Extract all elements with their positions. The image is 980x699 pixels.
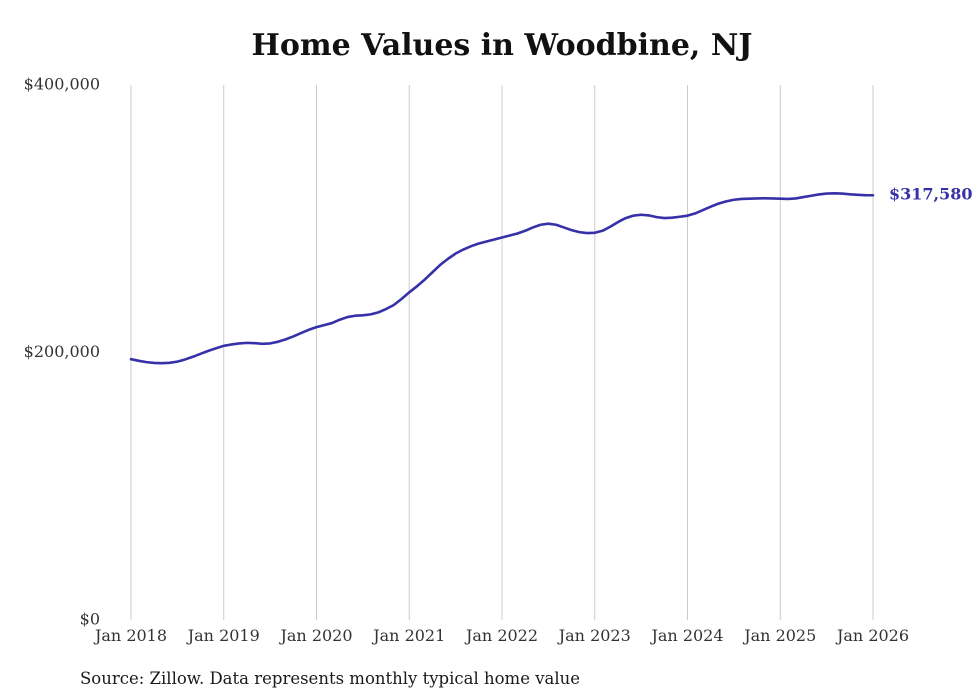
y-axis-labels: $0 $200,000 $400,000 xyxy=(24,75,100,629)
y-axis-tick: $400,000 xyxy=(24,75,100,94)
gridlines xyxy=(130,85,874,620)
home-value-line xyxy=(129,192,875,365)
source-note: Source: Zillow. Data represents monthly … xyxy=(80,669,580,688)
x-axis-tick: Jan 2019 xyxy=(186,626,260,645)
x-axis-tick: Jan 2021 xyxy=(371,626,445,645)
chart-title: Home Values in Woodbine, NJ xyxy=(252,28,753,63)
x-axis-tick: Jan 2025 xyxy=(742,626,816,645)
x-axis-tick: Jan 2022 xyxy=(464,626,538,645)
end-value-label: $317,580 xyxy=(889,185,973,204)
x-axis-tick: Jan 2018 xyxy=(93,626,167,645)
x-axis-tick: Jan 2023 xyxy=(557,626,631,645)
x-axis-tick: Jan 2024 xyxy=(649,626,723,645)
x-axis-labels: Jan 2018 Jan 2019 Jan 2020 Jan 2021 Jan 2022… xyxy=(93,626,909,645)
y-axis-tick: $200,000 xyxy=(24,342,100,361)
y-axis-tick: $0 xyxy=(80,610,100,629)
x-axis-tick: Jan 2026 xyxy=(835,626,909,645)
x-axis-tick: Jan 2020 xyxy=(278,626,352,645)
